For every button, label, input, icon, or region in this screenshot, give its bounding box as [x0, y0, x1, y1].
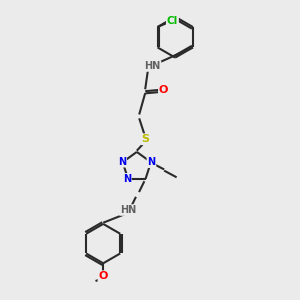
Text: N: N: [123, 174, 131, 184]
Text: N: N: [118, 157, 126, 167]
Text: O: O: [98, 271, 108, 281]
Text: O: O: [159, 85, 168, 95]
Text: HN: HN: [144, 61, 160, 71]
Text: HN: HN: [120, 205, 136, 215]
Text: N: N: [147, 157, 155, 167]
Text: S: S: [141, 134, 149, 144]
Text: Cl: Cl: [167, 16, 178, 26]
